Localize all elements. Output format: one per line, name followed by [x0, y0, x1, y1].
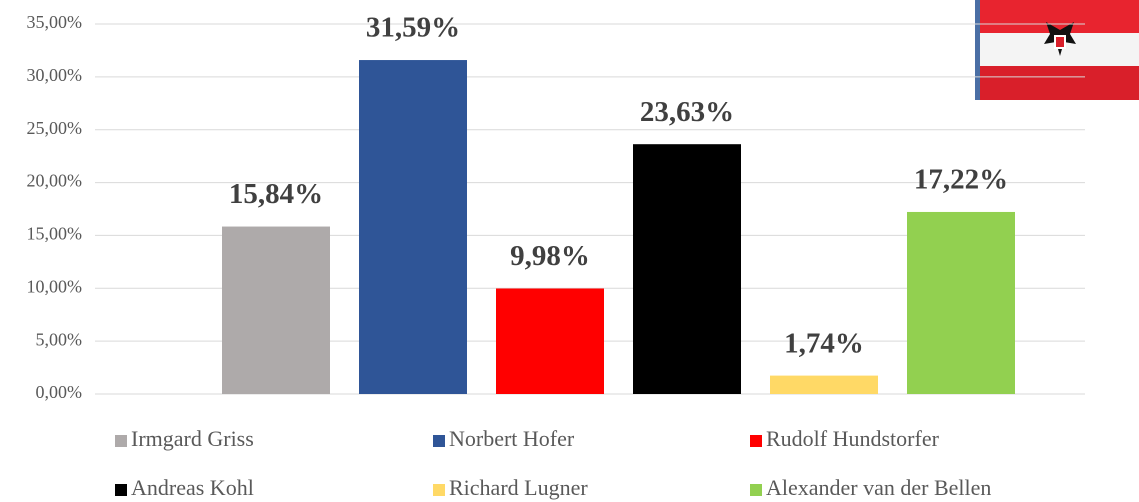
chart: 0,00% 5,00% 10,00% 15,00% 20,00% 25,00% 30,00%… — [0, 0, 1139, 502]
value-label: 23,63% — [640, 96, 734, 128]
legend-label: Rudolf Hundstorfer — [766, 426, 940, 451]
y-tick-label: 30,00% — [27, 65, 83, 85]
y-tick-label: 25,00% — [27, 118, 83, 138]
y-tick-label: 20,00% — [27, 171, 83, 191]
value-label: 9,98% — [510, 240, 590, 272]
value-label: 15,84% — [229, 178, 323, 210]
legend-label: Norbert Hofer — [449, 426, 575, 451]
legend-swatch — [433, 484, 445, 496]
y-tick-label: 0,00% — [36, 382, 83, 402]
y-tick-label: 5,00% — [36, 329, 83, 349]
y-tick-label: 35,00% — [27, 12, 83, 32]
legend-swatch — [433, 435, 445, 447]
y-tick-label: 10,00% — [27, 276, 83, 296]
bar — [907, 212, 1015, 394]
value-label: 17,22% — [914, 164, 1008, 196]
legend-swatch — [750, 484, 762, 496]
bar — [496, 288, 604, 394]
y-tick-label: 15,00% — [27, 224, 83, 244]
legend-label: Richard Lugner — [449, 475, 588, 500]
legend-label: Irmgard Griss — [131, 426, 254, 451]
bar — [633, 144, 741, 394]
legend-label: Andreas Kohl — [131, 475, 254, 500]
legend-swatch — [115, 435, 127, 447]
flag-image — [975, 0, 1139, 100]
legend-label: Alexander van der Bellen — [766, 475, 991, 500]
bar — [222, 227, 330, 394]
value-label: 31,59% — [366, 12, 460, 44]
value-label: 1,74% — [784, 327, 864, 359]
bar — [770, 376, 878, 394]
legend-swatch — [750, 435, 762, 447]
bar — [359, 60, 467, 394]
legend-swatch — [115, 484, 127, 496]
